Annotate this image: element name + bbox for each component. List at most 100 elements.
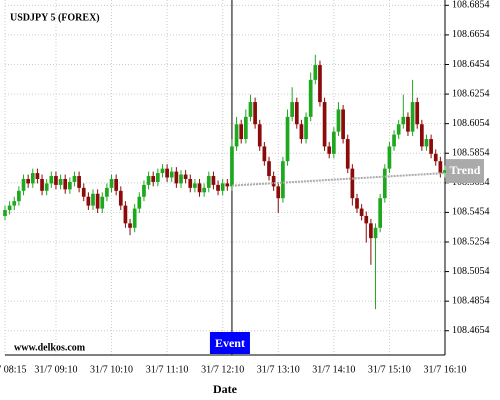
- candle-body: [396, 124, 401, 135]
- event-label-box: [209, 332, 250, 354]
- candle-body: [318, 65, 322, 103]
- candle-body: [21, 178, 26, 191]
- candle-body: [392, 134, 396, 147]
- event-label: Event: [215, 336, 245, 350]
- x-tick-label: 31/7 12:10: [201, 364, 244, 375]
- candle-body: [58, 178, 63, 185]
- x-tick-label: 31/7 10:10: [90, 364, 133, 375]
- candle-body: [225, 183, 230, 187]
- candle-body: [257, 124, 262, 147]
- candle-body: [281, 161, 285, 199]
- candle-body: [336, 109, 341, 132]
- candle-body: [262, 146, 267, 162]
- candle-body: [359, 208, 364, 216]
- candle-body: [216, 184, 220, 191]
- x-tick-label: 31/7 13:10: [257, 364, 300, 375]
- candle-body: [294, 102, 299, 125]
- candle-body: [165, 168, 169, 178]
- candle-body: [345, 139, 350, 169]
- y-tick-label: 108.6654: [452, 29, 490, 40]
- candle-body: [26, 178, 31, 184]
- candle-body: [35, 173, 40, 179]
- candle-body: [271, 176, 276, 187]
- x-tick-label: 31/7 15:10: [368, 364, 411, 375]
- candle-body: [211, 176, 216, 185]
- candle-body: [169, 171, 174, 178]
- candle-body: [160, 168, 165, 174]
- candle-body: [276, 186, 281, 199]
- candle-body: [206, 176, 211, 188]
- candle-body: [355, 198, 359, 209]
- candle-body: [40, 178, 44, 191]
- trend-line: [231, 172, 446, 187]
- candle-body: [419, 124, 424, 147]
- y-tick-label: 108.4854: [452, 295, 490, 306]
- candle-body: [123, 205, 128, 224]
- candle-body: [118, 190, 123, 206]
- candle-body: [443, 170, 447, 174]
- candle-body: [331, 131, 336, 154]
- x-tick-label: 31/7 16:10: [423, 364, 466, 375]
- candle-body: [220, 183, 225, 191]
- chart-title: USDJPY 5 (FOREX): [10, 12, 100, 23]
- x-tick-label: 31/7 11:10: [146, 364, 189, 375]
- trend-label: Trend: [450, 163, 481, 177]
- candle-body: [429, 139, 433, 154]
- candle-body: [369, 223, 373, 239]
- candle-body: [313, 65, 318, 80]
- candle-body: [151, 176, 156, 182]
- candle-body: [77, 176, 81, 188]
- candle-body: [95, 193, 100, 209]
- candle-body: [406, 116, 410, 132]
- candle-body: [7, 205, 12, 211]
- candle-body: [86, 196, 91, 206]
- candle-body: [382, 168, 387, 199]
- candle-body: [63, 178, 68, 190]
- candle-body: [373, 227, 378, 239]
- candle-body: [234, 124, 239, 147]
- candle-body: [243, 116, 248, 140]
- candle-body: [308, 79, 313, 117]
- candle-body: [3, 210, 7, 216]
- candle-body: [327, 146, 332, 154]
- candle-body: [44, 183, 49, 191]
- candle-body: [299, 124, 304, 140]
- candle-body: [410, 102, 415, 132]
- candle-body: [438, 161, 443, 174]
- candle-body: [17, 190, 21, 202]
- candle-body: [114, 178, 119, 191]
- candle-body: [387, 146, 392, 169]
- candle-body: [146, 176, 151, 185]
- y-tick-label: 108.4654: [452, 325, 490, 336]
- candle-body: [230, 146, 234, 187]
- candle-body: [132, 208, 137, 228]
- candle-body: [290, 102, 295, 117]
- candle-body: [239, 124, 244, 140]
- trend-label-box: [446, 159, 484, 184]
- candle-body: [364, 215, 369, 224]
- candle-body: [285, 116, 290, 162]
- x-axis-label: Date: [213, 382, 238, 396]
- candle-body: [12, 201, 17, 206]
- candle-body: [424, 139, 429, 147]
- x-tick-label: 31/7 14:10: [312, 364, 355, 375]
- candle-body: [378, 198, 383, 228]
- candle-body: [54, 176, 58, 185]
- candle-body: [174, 171, 179, 184]
- candle-body: [30, 173, 35, 184]
- candle-body: [81, 187, 86, 197]
- candle-body: [322, 102, 327, 147]
- y-tick-label: 108.6854: [452, 0, 490, 11]
- candle-body: [155, 173, 160, 182]
- candle-body: [91, 193, 95, 206]
- candle-body: [142, 184, 146, 197]
- candle-body: [72, 176, 77, 182]
- y-tick-label: 108.5854: [452, 148, 490, 159]
- y-tick-label: 108.5454: [452, 207, 490, 218]
- candle-body: [304, 116, 308, 140]
- candle-body: [67, 181, 72, 190]
- candle-body: [183, 174, 188, 179]
- candle-body: [202, 187, 207, 193]
